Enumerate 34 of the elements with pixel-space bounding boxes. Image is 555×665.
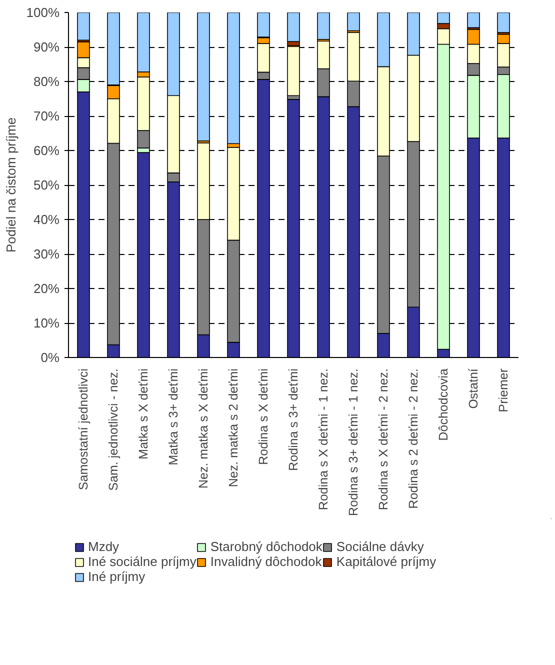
legend-label: Invalidný dôchodok [210,554,322,569]
y-tick-label: 50% [33,178,60,192]
y-tick-label: 10% [33,316,60,330]
y-tick-label: 0% [40,350,60,365]
x-tick-label: Rodina s 2 deťmi - 2 nez. [406,368,420,509]
x-tick-label: Matka s 3+ deťmi [166,368,180,466]
x-tick-label: Nez. matka s 2 deťmi [226,368,240,488]
x-tick-label: Matka s X deťmi [136,368,150,460]
legend-label: Kapitálové príjmy [336,554,436,569]
x-tick-label: Rodina s X deťmi [256,368,270,465]
y-axis-title: Podiel na čistom príjme [3,117,18,253]
y-tick-label: 100% [26,5,60,20]
y-tick-label: 20% [33,281,60,296]
x-tick-label: Dôchodcovia [436,368,450,441]
y-tick-label: 60% [33,143,60,158]
x-tick-label: Rodina s X deťmi - 2 nez. [376,368,390,510]
x-tick-label: Nez. matka s X deťmi [196,368,210,488]
x-tick-label: Rodina s 3+ deťmi - 1 nez. [346,368,360,516]
legend-label: Starobný dôchodok [210,539,322,554]
y-tick-label: 70% [33,108,60,124]
legend-label: Iné príjmy [88,569,146,584]
y-tick-label: 90% [33,40,60,54]
y-tick-label: 80% [33,74,60,89]
x-tick-label: Rodina s X deťmi - 1 nez. [316,368,330,510]
x-tick-label: Sam. jednotlivci - nez. [106,368,120,491]
legend-label: Mzdy [88,539,120,554]
y-tick-label: 30% [33,246,60,262]
legend-label: Sociálne dávky [336,539,424,554]
legend-label: Iné sociálne príjmy [88,554,196,569]
x-tick-label: Ostatní [466,368,480,409]
y-tick-label: 40% [33,212,60,227]
x-tick-label: Rodina s 3+ deťmi [286,368,300,471]
x-tick-label: Samostatní jednotlivci [76,368,90,490]
x-tick-label: Priemer [496,368,510,412]
